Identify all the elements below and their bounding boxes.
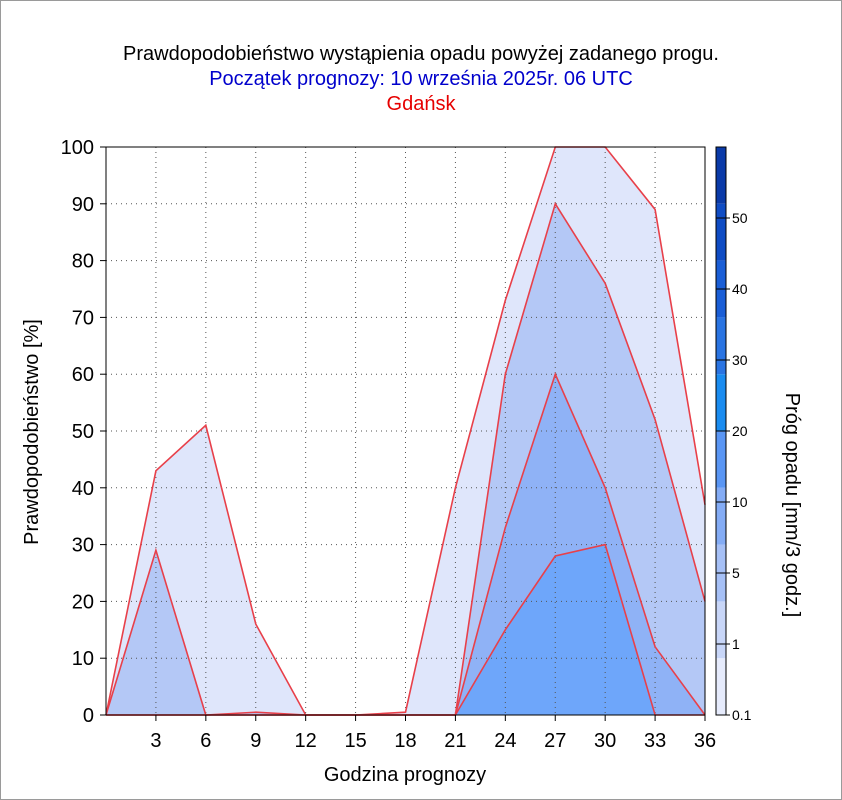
x-tick-label: 21 [444,730,466,752]
y-axis-label: Prawdopodobieństwo [%] [21,319,43,545]
colorbar-segment [716,431,726,488]
chart-title: Prawdopodobieństwo wystąpienia opadu pow… [123,43,719,65]
colorbar-segment [716,601,726,659]
chart-subtitle: Początek prognozy: 10 września 2025r. 06… [209,68,633,90]
colorbar-tick-label: 30 [732,352,748,368]
colorbar-label: Próg opadu [mm/3 godz.] [781,393,803,618]
x-tick-label: 30 [594,730,616,752]
x-tick-label: 12 [295,730,317,752]
x-axis-ticks: 3 6 9 12 15 18 21 24 27 30 33 36 [150,715,716,752]
colorbar-segment [716,203,726,261]
colorbar-tick-label: 5 [732,565,740,581]
y-tick-label: 60 [72,364,94,386]
colorbar-segment [716,317,726,375]
colorbar-segment [716,658,726,715]
x-tick-label: 3 [150,730,161,752]
colorbar-segment [716,147,726,204]
colorbar-segment [716,374,726,431]
y-tick-label: 100 [61,137,94,159]
x-tick-label: 36 [694,730,716,752]
colorbar: 0.1 1 5 10 20 30 40 50 [715,146,752,723]
chart-location: Gdańsk [386,93,456,115]
y-tick-label: 80 [72,251,94,273]
colorbar-tick-label: 40 [732,281,748,297]
x-tick-label: 27 [544,730,566,752]
x-tick-label: 9 [250,730,261,752]
x-tick-label: 24 [494,730,516,752]
y-tick-label: 30 [72,535,94,557]
x-tick-label: 15 [344,730,366,752]
x-tick-label: 6 [200,730,211,752]
colorbar-tick-label: 50 [732,210,748,226]
x-axis-label: Godzina prognozy [324,764,486,786]
y-axis-ticks: 0 10 20 30 40 50 60 70 80 90 100 [61,137,106,727]
x-tick-label: 18 [394,730,416,752]
y-tick-label: 70 [72,307,94,329]
y-tick-label: 90 [72,194,94,216]
colorbar-tick-label: 0.1 [732,707,752,723]
y-tick-label: 0 [83,705,94,727]
colorbar-tick-label: 20 [732,423,748,439]
y-tick-label: 40 [72,478,94,500]
colorbar-tick-label: 10 [732,494,748,510]
colorbar-tick-label: 1 [732,636,740,652]
x-tick-label: 33 [644,730,666,752]
y-tick-label: 50 [72,421,94,443]
colorbar-segment [716,487,726,545]
y-tick-label: 10 [72,648,94,670]
y-tick-label: 20 [72,591,94,613]
